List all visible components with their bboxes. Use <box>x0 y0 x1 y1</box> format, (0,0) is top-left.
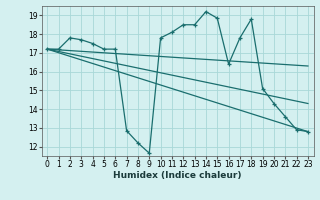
X-axis label: Humidex (Indice chaleur): Humidex (Indice chaleur) <box>113 171 242 180</box>
